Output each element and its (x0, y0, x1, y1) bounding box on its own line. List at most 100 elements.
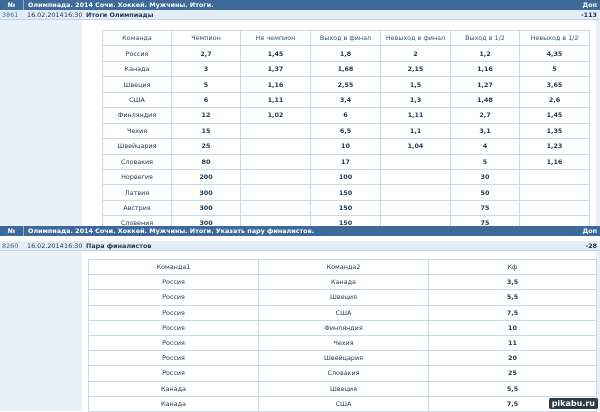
odds-cell[interactable]: 6 (171, 91, 241, 109)
odds-cell[interactable]: 1,11 (380, 107, 451, 124)
odds-cell[interactable]: 25 (428, 365, 597, 382)
table-row: Латвия 300 150 50 (102, 184, 590, 201)
odds-cell[interactable]: 1,35 (519, 122, 590, 140)
extra-count[interactable]: -113 (581, 11, 597, 19)
odds-cell[interactable]: 2,7 (171, 45, 241, 62)
team-cell: Россия (88, 334, 259, 352)
odds-cell[interactable]: 1,23 (519, 138, 590, 155)
left-margin-column (0, 20, 82, 226)
team-cell: США (258, 304, 429, 321)
odds-cell[interactable]: 100 (310, 168, 381, 186)
odds-cell[interactable]: 4 (450, 138, 520, 155)
odds-cell[interactable]: 11 (428, 334, 597, 352)
team-cell: Канада (258, 274, 429, 291)
odds-cell[interactable]: 2,15 (380, 60, 451, 78)
odds-cell[interactable]: 4,35 (519, 45, 590, 62)
odds-cell[interactable]: 3,1 (450, 122, 520, 140)
odds-cell[interactable]: 200 (171, 168, 241, 186)
odds-cell[interactable]: 12 (171, 107, 241, 124)
odds-cell[interactable]: 150 (310, 199, 381, 217)
team-cell: Словакия (102, 153, 172, 170)
odds-cell[interactable]: 80 (171, 153, 241, 170)
right-margin-column (596, 251, 600, 411)
odds-cell[interactable]: 7,5 (428, 304, 597, 321)
odds-cell[interactable]: 1,8 (310, 45, 381, 62)
team-cell: Чехия (102, 122, 172, 140)
finalist-pairs-table: Команда1 Команда2 Кф Россия Канада 3,5 Россия Ш… (88, 258, 597, 412)
odds-cell[interactable]: 30 (450, 168, 520, 186)
odds-cell[interactable]: 2,55 (310, 76, 381, 93)
event-row-2[interactable]: 8260 16.02.2014 16:30 Пара финалистов -2… (0, 241, 600, 251)
table-header-row: Команда1 Команда2 Кф (88, 258, 597, 276)
empty-cell (519, 184, 590, 201)
odds-cell[interactable]: 1,04 (380, 138, 451, 155)
odds-cell[interactable]: 20 (428, 350, 597, 367)
odds-cell[interactable]: 1,16 (519, 153, 590, 170)
odds-cell[interactable]: 17 (310, 153, 381, 170)
odds-cell[interactable]: 6,5 (310, 122, 381, 140)
odds-cell[interactable]: 15 (171, 122, 241, 140)
odds-cell[interactable]: 3 (171, 60, 241, 78)
odds-cell[interactable]: 10 (428, 319, 597, 336)
table-header-row: Команда Чемпион Не чемпион Выход в финал Нев… (102, 29, 590, 47)
empty-cell (519, 168, 590, 186)
odds-cell[interactable]: 75 (450, 199, 520, 217)
extra-count[interactable]: -28 (585, 242, 597, 250)
team-cell: США (102, 91, 172, 109)
odds-cell[interactable]: 1,16 (240, 76, 311, 93)
table-row: Швейцария 25 10 1,04 4 1,23 (102, 138, 590, 155)
odds-cell[interactable]: 5,5 (428, 380, 597, 397)
odds-cell[interactable]: 5 (450, 153, 520, 170)
odds-cell[interactable]: 5 (171, 76, 241, 93)
column-header: Команда1 (88, 258, 259, 276)
odds-cell[interactable]: 25 (171, 138, 241, 155)
odds-cell[interactable]: 2,7 (450, 107, 520, 124)
odds-cell[interactable]: 1,02 (240, 107, 311, 124)
odds-cell[interactable]: 1,5 (380, 76, 451, 93)
table-row: Россия Швейцария 20 (88, 350, 597, 367)
table-row: Норвегия 200 100 30 (102, 168, 590, 186)
odds-cell[interactable]: 150 (310, 184, 381, 201)
odds-cell[interactable]: 5 (519, 60, 590, 78)
odds-cell[interactable]: 2,6 (519, 91, 590, 109)
odds-cell[interactable]: 300 (171, 184, 241, 201)
odds-cell[interactable]: 1,2 (450, 45, 520, 62)
odds-cell[interactable]: 1,3 (380, 91, 451, 109)
empty-cell (240, 122, 311, 140)
odds-cell[interactable]: 1,37 (240, 60, 311, 78)
table-row: Россия США 7,5 (88, 304, 597, 321)
market-header-2: № Олимпиада. 2014 Сочи. Хоккей. Мужчины.… (0, 226, 600, 236)
team-cell: Канада (88, 380, 259, 397)
odds-cell[interactable]: 3,65 (519, 76, 590, 93)
odds-cell[interactable]: 1,45 (240, 45, 311, 62)
team-cell: Россия (88, 289, 259, 306)
odds-cell[interactable]: 1,27 (450, 76, 520, 93)
team-cell: Россия (88, 304, 259, 321)
odds-cell[interactable]: 3,4 (310, 91, 381, 109)
market-title-link[interactable]: Олимпиада. 2014 Сочи. Хоккей. Мужчины. И… (28, 227, 315, 235)
column-extra-header: Доп (582, 227, 598, 235)
column-header: Чемпион (171, 29, 241, 47)
market-title-link[interactable]: Олимпиада. 2014 Сочи. Хоккей. Мужчины. И… (28, 1, 214, 9)
event-time: 16:30 (64, 11, 83, 19)
odds-cell[interactable]: 6 (310, 107, 381, 124)
odds-cell[interactable]: 50 (450, 184, 520, 201)
odds-cell[interactable]: 5,5 (428, 289, 597, 306)
team-cell: Россия (88, 365, 259, 382)
column-number-header: № (0, 0, 24, 10)
event-row-1[interactable]: 3861 16.02.2014 16:30 Итоги Олимпиады -1… (0, 10, 600, 20)
odds-cell[interactable]: 10 (310, 138, 381, 155)
odds-cell[interactable]: 1,11 (240, 91, 311, 109)
column-header: Невыход в финал (380, 29, 451, 47)
odds-cell[interactable]: 1,16 (450, 60, 520, 78)
odds-cell[interactable]: 2 (380, 45, 451, 62)
empty-cell (380, 184, 451, 201)
odds-cell[interactable]: 1,68 (310, 60, 381, 78)
odds-cell[interactable]: 1,48 (450, 91, 520, 109)
team-cell: Швейцария (102, 138, 172, 155)
odds-cell[interactable]: 3,5 (428, 274, 597, 291)
odds-cell[interactable]: 1,45 (519, 107, 590, 124)
empty-cell (519, 199, 590, 217)
odds-cell[interactable]: 300 (171, 199, 241, 217)
odds-cell[interactable]: 1,1 (380, 122, 451, 140)
